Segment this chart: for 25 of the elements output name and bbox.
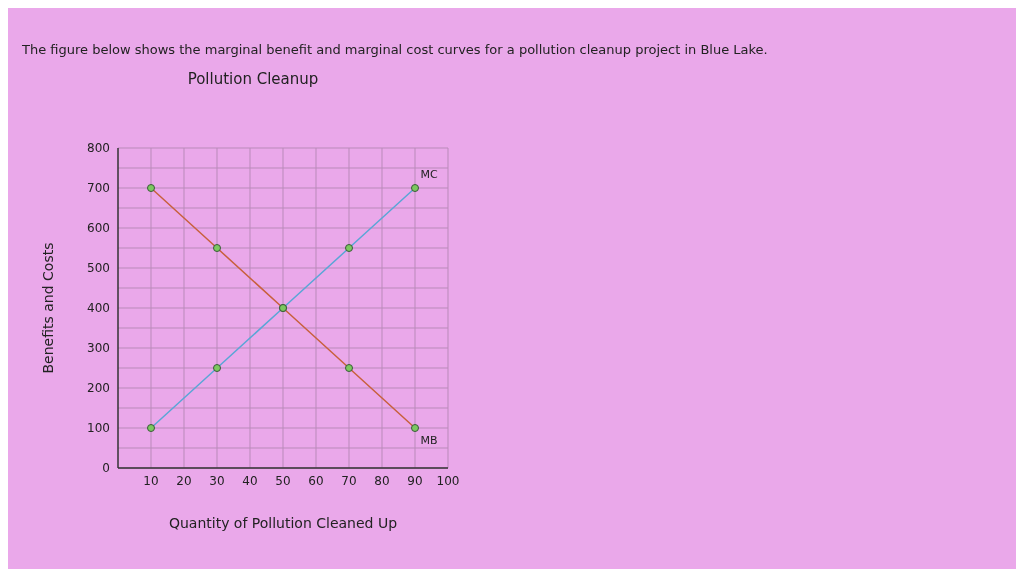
y-tick-label: 800 [87,141,110,156]
x-tick-label: 100 [436,473,460,488]
text: The figure below shows the marginal benefit and marginal cost curves for a pollution cleanup project in Blue Lake. [22,42,768,57]
series-label: MB [420,434,438,447]
x-tick-label: 90 [407,473,423,488]
y-tick-label: 500 [87,261,110,276]
x-tick-label: 60 [308,473,324,488]
x-tick-label: 40 [242,473,258,488]
x-tick-label: 30 [209,473,225,488]
x-axis-title: Quantity of Pollution Cleaned Up [168,515,398,531]
x-tick-label: 20 [176,473,192,488]
x-tick-label: 50 [275,473,291,488]
x-tick-label: 70 [341,473,357,488]
y-tick-label: 100 [87,421,110,436]
y-tick-label: 700 [87,181,110,196]
y-tick-label: 600 [87,221,110,236]
x-tick-label: 80 [374,473,390,488]
y-tick-label: 400 [87,301,110,316]
y-tick-label: 200 [87,381,110,396]
series-label: MC [420,168,438,181]
y-tick-label: 0 [102,461,110,476]
x-tick-label: 10 [143,473,159,488]
y-axis-title: Benefits and Costs [39,242,56,374]
y-tick-label: 300 [87,341,110,356]
chart-title: Pollution Cleanup [186,70,320,88]
